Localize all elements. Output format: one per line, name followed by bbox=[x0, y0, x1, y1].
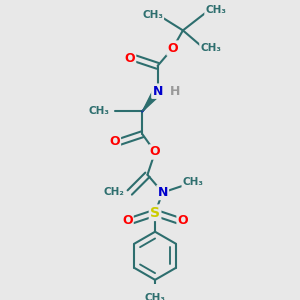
Text: CH₃: CH₃ bbox=[142, 10, 163, 20]
Text: O: O bbox=[122, 214, 133, 227]
Text: N: N bbox=[152, 85, 163, 98]
Text: O: O bbox=[124, 52, 135, 65]
Text: S: S bbox=[150, 206, 160, 220]
Text: CH₃: CH₃ bbox=[183, 177, 204, 188]
Text: CH₃: CH₃ bbox=[200, 43, 221, 53]
Text: CH₃: CH₃ bbox=[205, 5, 226, 15]
Text: N: N bbox=[158, 186, 168, 199]
Text: O: O bbox=[150, 146, 160, 158]
Text: O: O bbox=[109, 135, 120, 148]
Text: CH₃: CH₃ bbox=[88, 106, 110, 116]
Text: CH₃: CH₃ bbox=[145, 292, 166, 300]
Text: CH₂: CH₂ bbox=[104, 188, 125, 197]
Text: O: O bbox=[167, 42, 178, 55]
Text: O: O bbox=[178, 214, 188, 227]
Text: H: H bbox=[170, 85, 181, 98]
Polygon shape bbox=[142, 88, 161, 111]
